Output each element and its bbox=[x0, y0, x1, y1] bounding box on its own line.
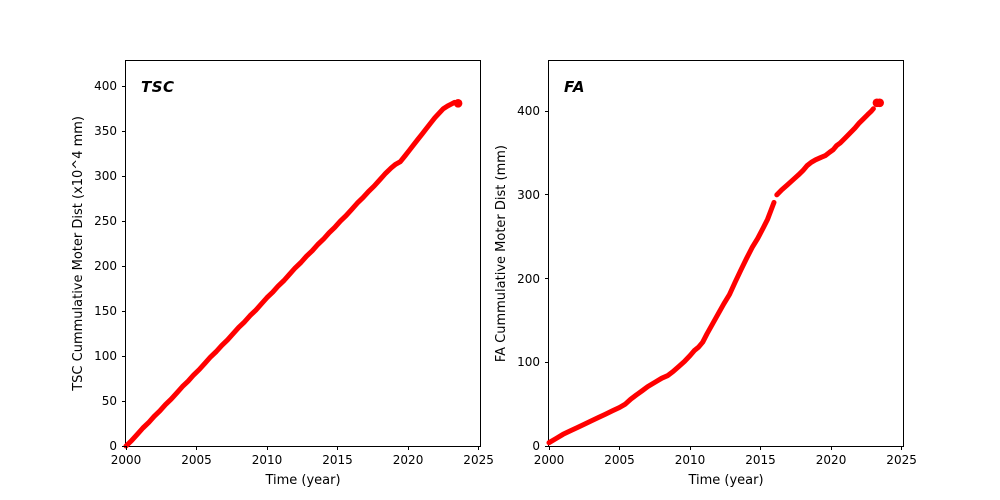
tsc-xtick-label: 2010 bbox=[251, 453, 283, 467]
fa-ytick-mark bbox=[545, 110, 549, 112]
tsc-xtick-mark bbox=[478, 446, 480, 450]
tsc-ytick-label: 200 bbox=[94, 259, 117, 274]
tsc-ytick-mark bbox=[122, 265, 126, 267]
tsc-ytick-mark bbox=[122, 220, 126, 222]
fa-xaxis-label: Time (year) bbox=[688, 473, 764, 488]
tsc-xtick-mark bbox=[407, 446, 409, 450]
tsc-panel-label: TSC bbox=[141, 78, 175, 96]
fa-ytick-mark bbox=[545, 194, 549, 196]
tsc-ytick-label: 150 bbox=[94, 304, 117, 319]
fa-xtick-mark bbox=[901, 446, 903, 450]
fa-xtick-mark bbox=[760, 446, 762, 450]
tsc-xtick-mark bbox=[337, 446, 339, 450]
tsc-plot-area: TSC Time (year) TSC Cummulative Moter Di… bbox=[71, 60, 494, 488]
fa-xtick-label: 2025 bbox=[886, 453, 917, 467]
fa-ytick-mark bbox=[545, 361, 549, 363]
tsc-xtick-mark bbox=[266, 446, 268, 450]
fa-xtick-label: 2000 bbox=[533, 453, 565, 467]
tsc-ytick-mark bbox=[122, 355, 126, 357]
tsc-cumulative-distance-end-dot bbox=[453, 99, 463, 108]
tsc-ytick-label: 300 bbox=[94, 169, 117, 184]
tsc-ytick-label: 100 bbox=[94, 349, 117, 364]
tsc-xtick-mark bbox=[196, 446, 198, 450]
fa-ytick-mark bbox=[545, 445, 549, 447]
tsc-ytick-label: 0 bbox=[109, 439, 117, 453]
fa-cumulative-distance-line bbox=[546, 199, 777, 446]
tsc-ytick-label: 350 bbox=[94, 124, 117, 139]
tsc-ytick-label: 250 bbox=[94, 214, 117, 229]
tsc-ytick-mark bbox=[122, 310, 126, 312]
fa-xtick-label: 2020 bbox=[815, 453, 847, 467]
fa-ytick-label: 300 bbox=[517, 187, 540, 202]
tsc-yaxis-label-wrap: TSC Cummulative Moter Dist (x10^4 mm) bbox=[70, 61, 86, 446]
fa-xtick-mark bbox=[548, 446, 550, 450]
fa-ytick-label: 200 bbox=[517, 271, 540, 286]
tsc-xtick-label: 2000 bbox=[110, 453, 142, 467]
tsc-ytick-mark bbox=[122, 130, 126, 132]
tsc-curve-svg bbox=[123, 99, 463, 449]
tsc-ytick-mark bbox=[122, 400, 126, 402]
fa-xtick-label: 2015 bbox=[745, 453, 776, 467]
fa-curve-svg bbox=[546, 98, 884, 446]
fa-yaxis-label: FA Cummulative Moter Dist (mm) bbox=[493, 144, 509, 363]
fa-ytick-label: 0 bbox=[532, 439, 540, 453]
fa-ytick-label: 100 bbox=[517, 355, 540, 370]
tsc-xtick-mark bbox=[125, 446, 127, 450]
tsc-xaxis-label: Time (year) bbox=[265, 473, 341, 488]
fa-xtick-label: 2005 bbox=[604, 453, 635, 467]
fa-ytick-mark bbox=[545, 278, 549, 280]
tsc-cumulative-distance-line bbox=[123, 99, 458, 449]
fa-cumulative-distance-end-dot bbox=[875, 98, 884, 108]
tsc-ytick-label: 50 bbox=[101, 394, 117, 409]
fa-xtick-label: 2010 bbox=[674, 453, 706, 467]
fa-ytick-label: 400 bbox=[517, 104, 540, 119]
fa-panel-label: FA bbox=[564, 78, 585, 96]
tsc-xtick-label: 2015 bbox=[322, 453, 353, 467]
fa-yaxis-label-wrap: FA Cummulative Moter Dist (mm) bbox=[493, 61, 509, 446]
tsc-ytick-mark bbox=[122, 175, 126, 177]
tsc-xtick-label: 2025 bbox=[463, 453, 494, 467]
fa-xtick-mark bbox=[619, 446, 621, 450]
fa-xtick-mark bbox=[830, 446, 832, 450]
tsc-xtick-label: 2020 bbox=[392, 453, 424, 467]
tsc-ytick-label: 400 bbox=[94, 79, 117, 94]
tsc-yaxis-label: TSC Cummulative Moter Dist (x10^4 mm) bbox=[70, 116, 86, 391]
tsc-ytick-mark bbox=[122, 445, 126, 447]
fa-cumulative-distance-line bbox=[774, 106, 876, 198]
fa-xtick-mark bbox=[689, 446, 691, 450]
fa-plot-area: FA Time (year) FA Cummulative Moter Dist… bbox=[494, 60, 917, 488]
tsc-ytick-mark bbox=[122, 85, 126, 87]
tsc-xtick-label: 2005 bbox=[181, 453, 212, 467]
